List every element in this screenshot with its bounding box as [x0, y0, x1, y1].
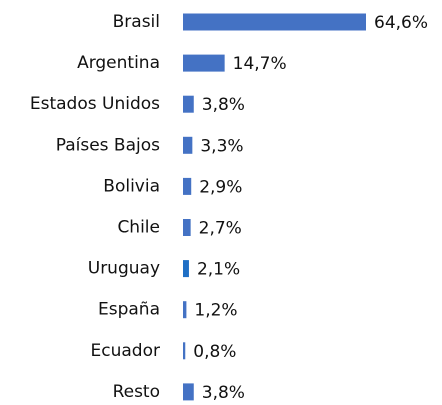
- bar: [183, 219, 191, 236]
- bar: [183, 342, 186, 360]
- category-label: Chile: [117, 218, 160, 238]
- bar: [183, 177, 192, 195]
- value-label: 2,9%: [199, 177, 242, 197]
- bar: [183, 383, 194, 401]
- bar: [183, 260, 189, 278]
- category-label: Países Bajos: [56, 135, 160, 155]
- value-label: 3,8%: [202, 383, 245, 403]
- value-label: 2,1%: [197, 260, 240, 280]
- category-label: Argentina: [77, 53, 160, 73]
- bar: [183, 13, 366, 31]
- bar: [183, 54, 225, 72]
- value-label: 3,8%: [202, 95, 245, 115]
- value-label: 3,3%: [200, 136, 243, 156]
- category-label: Estados Unidos: [30, 94, 160, 114]
- category-label: Resto: [113, 382, 160, 402]
- category-label: Ecuador: [91, 341, 160, 361]
- category-label: España: [98, 300, 160, 320]
- category-label: Bolivia: [103, 176, 160, 196]
- bar: [183, 301, 187, 319]
- value-label: 64,6%: [374, 13, 428, 33]
- bar: [183, 136, 193, 154]
- value-label: 1,2%: [194, 301, 237, 321]
- category-label: Uruguay: [88, 259, 160, 279]
- value-label: 2,7%: [199, 219, 242, 239]
- value-label: 14,7%: [233, 54, 287, 74]
- value-label: 0,8%: [193, 342, 236, 362]
- category-label: Brasil: [113, 12, 160, 32]
- bar: [183, 95, 194, 113]
